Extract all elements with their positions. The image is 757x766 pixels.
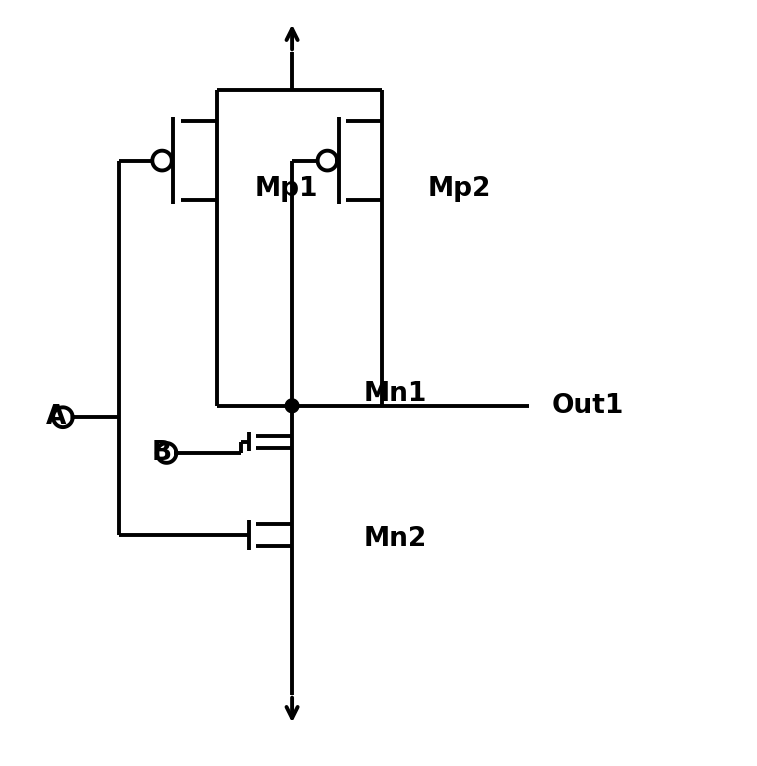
Text: B: B bbox=[151, 440, 172, 466]
Text: Mn1: Mn1 bbox=[363, 381, 427, 408]
Text: Out1: Out1 bbox=[551, 393, 624, 419]
Text: Mp1: Mp1 bbox=[254, 176, 318, 202]
Text: Mp2: Mp2 bbox=[428, 176, 491, 202]
Polygon shape bbox=[285, 399, 299, 413]
Text: A: A bbox=[46, 404, 67, 430]
Text: Mn2: Mn2 bbox=[363, 526, 427, 552]
